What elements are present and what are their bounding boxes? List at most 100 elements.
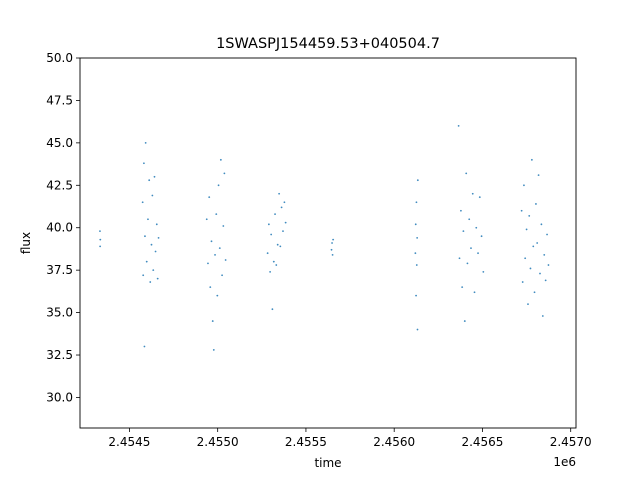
- x-axis-ticks: 2.4545 2.4550 2.4555 2.4560 2.4565 2.4570: [108, 428, 592, 449]
- data-point: [466, 262, 469, 265]
- data-point: [275, 264, 278, 266]
- data-point: [269, 270, 271, 273]
- data-point: [219, 158, 222, 161]
- data-point: [144, 141, 147, 144]
- data-point: [524, 257, 527, 260]
- data-point: [416, 237, 419, 239]
- data-point: [222, 225, 225, 227]
- data-point: [461, 286, 464, 289]
- data-point: [546, 233, 548, 236]
- data-point: [142, 274, 145, 277]
- data-point: [143, 345, 146, 348]
- data-point: [274, 213, 276, 216]
- data-point: [521, 281, 524, 283]
- x-axis-offset-label: 1e6: [553, 455, 576, 469]
- data-point: [415, 201, 418, 204]
- data-point: [477, 252, 479, 255]
- data-point: [209, 286, 212, 289]
- data-point: [414, 223, 417, 226]
- data-point: [99, 238, 102, 241]
- data-point: [99, 245, 102, 248]
- y-tick-label: 50.0: [46, 51, 73, 65]
- data-point: [331, 242, 333, 244]
- data-point: [475, 226, 478, 229]
- data-point: [537, 174, 540, 177]
- data-point: [478, 196, 481, 199]
- data-point: [152, 269, 155, 272]
- data-point: [224, 259, 227, 261]
- data-point: [208, 196, 211, 199]
- data-point: [149, 281, 152, 283]
- data-point: [154, 250, 157, 253]
- y-axis-label: flux: [19, 232, 33, 254]
- data-point: [221, 274, 223, 277]
- y-tick-label: 42.5: [46, 178, 73, 192]
- data-point: [143, 162, 145, 165]
- data-point: [482, 270, 485, 273]
- data-point: [272, 260, 275, 263]
- data-point: [528, 214, 531, 217]
- data-point: [207, 262, 209, 265]
- data-point: [217, 184, 220, 187]
- data-point: [205, 218, 208, 221]
- data-point: [332, 238, 335, 241]
- data-point: [480, 235, 483, 238]
- data-point: [465, 172, 468, 175]
- data-point: [525, 228, 528, 231]
- data-point: [532, 245, 535, 248]
- y-axis-ticks: 30.0 32.5 35.0 37.5 40.0 42.5 45.0 47.5 50.0: [46, 51, 80, 404]
- data-point: [283, 201, 286, 204]
- data-point: [523, 184, 525, 187]
- data-point: [267, 223, 270, 226]
- data-point: [473, 291, 476, 294]
- data-point: [535, 203, 537, 205]
- data-point: [468, 218, 471, 221]
- data-point: [145, 260, 148, 263]
- x-tick-label: 2.4550: [197, 435, 239, 449]
- data-point: [530, 158, 533, 161]
- data-point: [155, 223, 158, 226]
- data-point: [458, 257, 461, 260]
- data-point: [462, 230, 465, 233]
- data-point: [541, 315, 544, 317]
- data-point: [463, 320, 466, 322]
- data-point: [460, 209, 462, 212]
- data-point: [330, 248, 333, 251]
- data-point: [540, 223, 543, 226]
- data-point: [218, 247, 221, 249]
- data-point: [457, 124, 460, 127]
- data-point: [279, 245, 282, 248]
- data-point: [415, 264, 418, 266]
- y-tick-label: 32.5: [46, 348, 73, 362]
- y-tick-label: 45.0: [46, 136, 73, 150]
- data-point: [539, 272, 541, 275]
- data-point: [141, 201, 144, 204]
- y-tick-label: 47.5: [46, 93, 73, 107]
- data-point: [282, 230, 284, 233]
- y-tick-label: 35.0: [46, 306, 73, 320]
- data-point: [547, 264, 550, 266]
- data-point: [278, 192, 281, 195]
- data-point: [144, 235, 146, 238]
- y-tick-label: 40.0: [46, 221, 73, 235]
- data-point: [414, 252, 417, 255]
- data-point: [529, 267, 532, 270]
- data-point: [147, 218, 149, 221]
- x-tick-label: 2.4555: [285, 435, 327, 449]
- data-point: [270, 233, 273, 236]
- data-point: [471, 192, 474, 195]
- data-point: [520, 209, 523, 212]
- data-point: [150, 243, 153, 246]
- data-point: [271, 308, 274, 311]
- scatter-points: [99, 124, 550, 351]
- data-point: [99, 230, 101, 233]
- data-point: [157, 237, 160, 239]
- data-point: [148, 179, 151, 182]
- data-point: [156, 277, 159, 280]
- data-point: [416, 179, 419, 182]
- x-axis-label: time: [314, 456, 341, 470]
- y-tick-label: 30.0: [46, 390, 73, 404]
- data-point: [470, 247, 472, 249]
